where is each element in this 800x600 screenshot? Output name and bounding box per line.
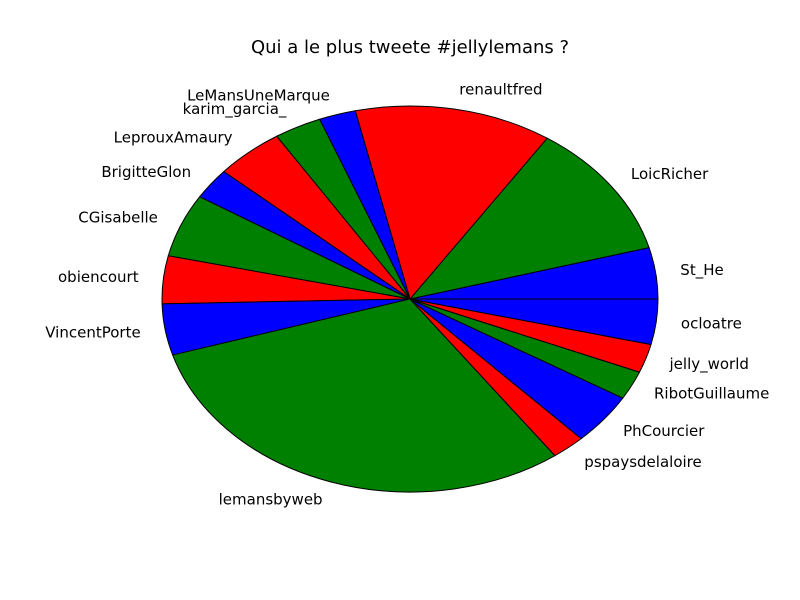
pie-slice-ocloatre (409, 298, 659, 346)
pie-label: karim_garcia_ (183, 100, 287, 119)
pie-slice-lemansbyweb (172, 298, 556, 493)
pie-label: BrigitteGlon (101, 163, 191, 181)
pie-label: RibotGuillaume (654, 385, 769, 403)
pie-slices (161, 105, 659, 493)
pie-label: VincentPorte (45, 323, 140, 341)
pie-label: renaultfred (459, 81, 542, 99)
pie-label: LeprouxAmaury (114, 128, 233, 146)
pie-label: pspaysdelaloire (584, 453, 701, 471)
pie-label: ocloatre (681, 315, 742, 333)
pie-label: lemansbyweb (219, 491, 323, 509)
pie-label: obiencourt (58, 268, 139, 286)
pie-label: St_He (680, 261, 723, 280)
pie-label: LeMansUneMarque (187, 87, 330, 105)
pie-labels: St_He LoicRicher renaultfred LeMansUneMarqu… (45, 81, 769, 509)
pie-slice-renaultfred (354, 105, 548, 300)
pie-slice-loicricher (409, 137, 650, 300)
pie-label: jelly_world (669, 355, 749, 374)
chart-title: Qui a le plus tweete #jellylemans ? (251, 37, 569, 58)
pie-label: CGisabelle (78, 208, 158, 226)
pie-label: LoicRicher (631, 165, 709, 183)
pie-label: PhCourcier (623, 422, 705, 440)
